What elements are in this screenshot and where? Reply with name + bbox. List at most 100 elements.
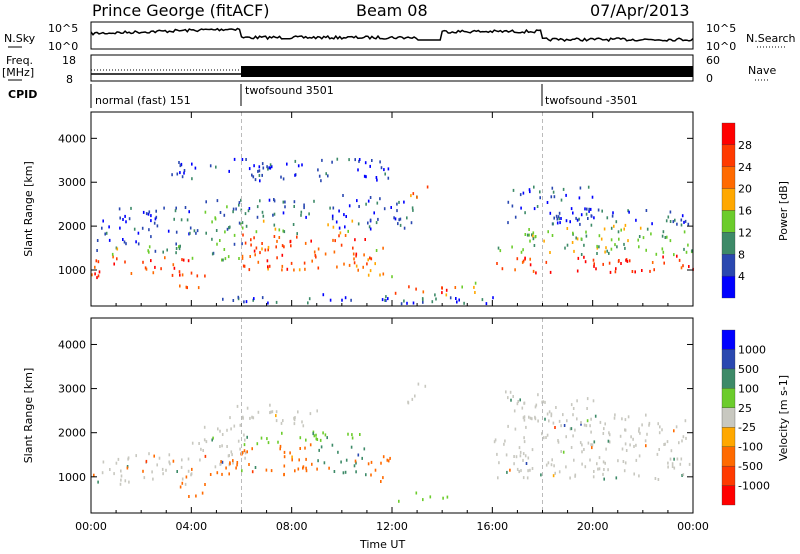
echo-cell [529,416,532,420]
echo-cell [680,223,683,227]
echo-cell [229,225,231,229]
echo-cell [270,469,273,473]
echo-cell [239,447,241,451]
echo-cell [639,431,641,435]
echo-cell [624,418,627,422]
echo-cell [184,206,187,209]
echo-cell [513,409,516,413]
echo-cell [238,203,240,207]
echo-cell [375,249,378,252]
echo-cell [501,267,504,271]
y-axis-label: Slant Range [km] [22,368,35,464]
echo-cell [183,171,185,175]
echo-cell [590,417,592,421]
echo-cell [496,262,498,265]
echo-cell [243,433,245,437]
echo-cell [259,179,261,183]
echo-cell [180,218,183,222]
echo-cell [316,467,318,471]
echo-cell [367,462,370,466]
echo-cell [154,265,156,269]
echo-cell [599,420,602,424]
echo-cell [261,162,264,166]
echo-cell [671,462,674,466]
echo-cell [525,425,527,429]
echo-cell [367,273,370,277]
echo-cell [191,177,193,181]
echo-cell [608,431,610,435]
echo-cell [313,199,315,203]
echo-cell [320,179,322,183]
echo-cell [665,219,668,223]
freq-label-bottom: [MHz] [2,66,34,79]
echo-cell [576,218,579,222]
colorbar-tick-label: 4 [738,270,745,283]
echo-cell [153,454,155,458]
echo-cell [683,220,685,224]
echo-cell [635,218,637,222]
echo-cell [633,445,635,448]
echo-cell [416,195,418,199]
echo-cell [229,461,231,465]
echo-cell [211,438,213,442]
echo-cell [161,467,164,471]
echo-cell [627,415,630,419]
echo-cell [332,238,334,242]
echo-cell [621,417,623,421]
echo-cell [520,206,522,210]
echo-cell [505,390,507,394]
echo-cell [576,237,579,241]
echo-cell [329,298,332,302]
echo-cell [605,246,607,250]
echo-cell [358,159,360,163]
echo-cell [359,433,361,436]
echo-cell [211,220,213,224]
echo-cell [552,190,555,194]
echo-cell [601,209,603,213]
echo-cell [267,267,269,271]
echo-cell [585,424,588,428]
echo-cell [188,210,190,214]
echo-cell [682,264,684,268]
echo-cell [178,270,181,274]
echo-cell [661,428,663,432]
echo-cell [664,236,667,239]
echo-cell [650,232,652,236]
echo-cell [179,171,181,175]
echo-cell [532,231,535,235]
echo-cell [241,221,244,225]
echo-cell [235,207,237,211]
nsearch-tick-bottom: 10^0 [706,40,736,53]
echo-cell [179,485,182,489]
echo-cell [230,450,233,454]
echo-cell [203,438,206,442]
echo-cell [649,269,651,273]
echo-cell [380,480,382,483]
echo-cell [594,414,597,418]
colorbar-cell [721,407,736,428]
echo-cell [242,415,244,419]
echo-cell [94,265,96,269]
echo-cell [618,237,620,241]
echo-cell [281,264,284,268]
echo-cell [142,210,145,214]
echo-cell [669,239,672,243]
echo-cell [122,238,124,241]
echo-cell [593,216,595,220]
echo-cell [449,296,452,300]
echo-cell [387,176,390,180]
echo-cell [96,249,98,252]
echo-cell [411,206,414,210]
echo-cell [101,471,104,475]
echo-cell [641,269,643,272]
echo-cell [571,241,574,244]
echo-cell [332,225,335,229]
echo-cell [236,461,239,464]
echo-cell [332,206,335,210]
station-title: Prince George (fitACF) [92,1,270,20]
echo-cell [266,259,269,263]
colorbar-cell [721,210,736,233]
echo-cell [607,439,610,443]
echo-cell [248,463,250,466]
echo-cell [369,256,371,260]
